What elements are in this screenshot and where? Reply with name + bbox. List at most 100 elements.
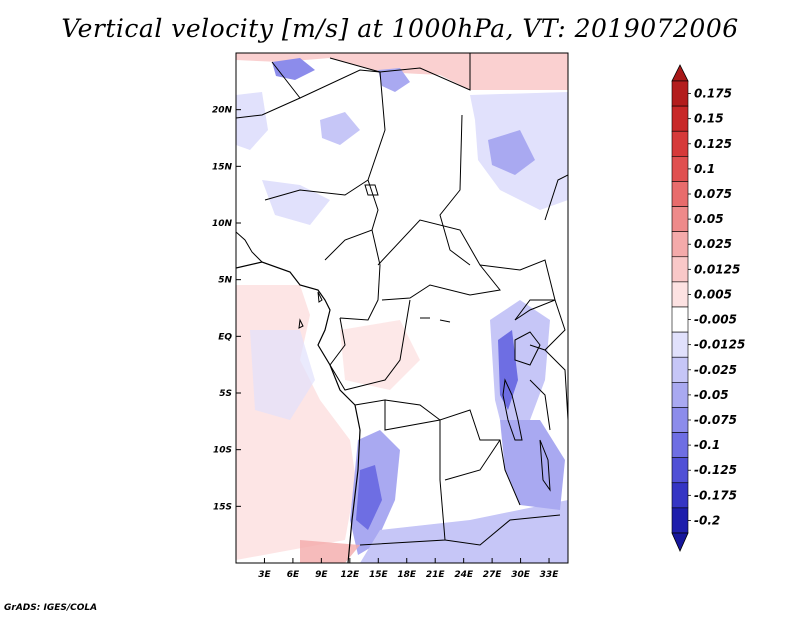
x-tick-label: 15E (369, 570, 389, 580)
y-tick-label: 15S (213, 502, 232, 512)
border-nigeria (264, 179, 369, 201)
border-uganda-kenya (514, 299, 566, 351)
x-tick-label: 18E (397, 570, 417, 580)
colorbar-segment (671, 231, 689, 258)
lake-tanganyika (502, 378, 523, 441)
x-tick-label: 33E (540, 570, 560, 580)
shade-gulf-blue (250, 330, 315, 420)
shade-angola-blue2 (356, 465, 382, 530)
border-tanzania (529, 349, 568, 431)
y-tick-label: 5S (219, 389, 232, 399)
colorbar-label: -0.025 (694, 363, 737, 377)
shade-n-blue1 (272, 58, 315, 80)
colorbar-segment (671, 281, 689, 308)
shade-namibia-blue (360, 500, 568, 563)
colorbar-segment (671, 256, 689, 283)
shade-nw-blue (236, 92, 268, 150)
colorbar-label: -0.05 (694, 388, 729, 402)
colorbar-segment (671, 181, 689, 207)
x-tick-label: 12E (340, 570, 360, 580)
colorbar-label: 0.125 (694, 137, 732, 151)
colorbar-label: -0.1 (694, 438, 720, 452)
colorbar-label: -0.005 (694, 313, 737, 327)
colorbar-label: 0.15 (694, 112, 724, 126)
colorbar-segment (671, 130, 689, 157)
islands-gulf (298, 291, 323, 329)
colorbar-label: -0.0125 (694, 338, 745, 352)
border-ethiopia (544, 174, 568, 221)
colorbar-label: -0.125 (694, 463, 737, 477)
country-borders (236, 53, 568, 563)
y-tick-label: 10S (213, 446, 232, 456)
colorbar-label: 0.075 (694, 187, 732, 201)
border-drc-west (329, 299, 411, 391)
border-algeria-niger (236, 61, 301, 119)
x-tick-label: 9E (315, 570, 328, 580)
y-tick-label: 5N (218, 276, 232, 286)
colorbar: 0.175 0.15 0.125 0.1 0.075 0.05 0.025 0.0125 0.0… (671, 64, 745, 552)
lakes-kivu (420, 317, 451, 323)
x-tick-label: 6E (287, 570, 300, 580)
colorbar-label: -0.2 (694, 513, 720, 527)
border-niger-chad (299, 69, 386, 231)
chart-title: Vertical velocity [m/s] at 1000hPa, VT: … (61, 14, 739, 43)
colorbar-label: -0.175 (694, 488, 737, 502)
colorbar-segment (671, 206, 689, 232)
coast-guinea (236, 231, 263, 263)
y-tick-label: 10N (212, 219, 233, 229)
colorbar-segment (671, 105, 689, 132)
colorbar-segment (671, 407, 689, 433)
colorbar-label: 0.175 (694, 87, 732, 101)
shade-rift-blue2 (498, 330, 518, 410)
colorbar-segment (671, 507, 689, 534)
x-tick-label: 30E (511, 570, 531, 580)
colorbar-top-arrow (671, 64, 689, 82)
y-tick-label: EQ (218, 332, 232, 342)
border-zambia (444, 439, 561, 546)
shade-ne-blue2 (488, 130, 535, 175)
colorbar-segment (671, 382, 689, 408)
colorbar-segment (671, 80, 689, 107)
colorbar-label: 0.025 (694, 237, 732, 251)
colorbar-label: 0.0125 (694, 262, 740, 276)
colorbar-segment (671, 432, 689, 458)
x-tick-label: 3E (258, 570, 271, 580)
shade-west-blue (262, 180, 330, 225)
colorbar-label: 0.1 (694, 162, 715, 176)
x-tick-label: 21E (426, 570, 446, 580)
shade-n-blue2 (378, 68, 410, 92)
colorbar-segment (671, 482, 689, 509)
colorbar-bottom-arrow (671, 532, 689, 552)
border-south-sudan (479, 259, 556, 321)
y-tick-label: 20N (212, 106, 233, 116)
colorbar-label: -0.075 (694, 413, 737, 427)
shade-south-red (300, 540, 360, 563)
y-axis-ticks: 20N 15N 10N 5N EQ 5S 10S 15S (212, 106, 241, 512)
colorbar-segment (671, 306, 689, 333)
colorbar-label: 0.005 (694, 287, 732, 301)
x-tick-label: 24E (454, 570, 474, 580)
border-libya-chad (329, 53, 471, 91)
y-tick-label: 15N (212, 162, 233, 172)
colorbar-segment (671, 331, 689, 358)
colorbar-label: 0.05 (694, 212, 724, 226)
border-sudan-chad (439, 114, 471, 266)
x-axis-ticks: 3E 6E 9E 12E 15E 18E 21E 24E 27E 30E 33E (258, 558, 559, 580)
coast-west-africa (236, 261, 361, 563)
border-cameroon (324, 229, 381, 321)
x-tick-label: 27E (483, 570, 503, 580)
colorbar-segment (671, 457, 689, 484)
lake-chad (364, 184, 379, 196)
map-area: 3E 6E 9E 12E 15E 18E 21E 24E 27E 30E 33E 20N 15N 10N… (212, 52, 569, 580)
colorbar-segment (671, 356, 689, 383)
map-frame (235, 52, 569, 564)
shade-n-blue3 (320, 112, 360, 145)
colorbar-segment (671, 156, 689, 182)
grads-credit: GrADS: IGES/COLA (4, 603, 98, 613)
lake-malawi (539, 439, 551, 492)
border-car (377, 219, 501, 301)
shade-congo-mix (340, 320, 420, 390)
lake-victoria (514, 331, 541, 366)
border-drc-south (384, 399, 521, 506)
